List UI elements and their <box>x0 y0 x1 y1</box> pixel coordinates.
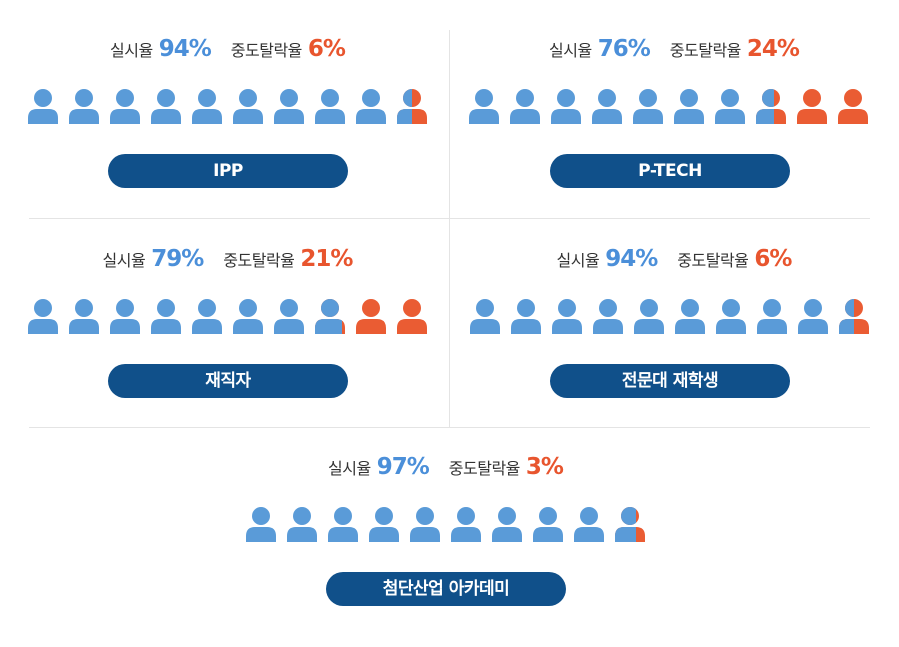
panel-employee: 실시율 79% 중도탈락율 21% 재직자 <box>0 210 455 420</box>
person-icon <box>274 299 304 334</box>
person-icon <box>356 89 386 124</box>
person-icon <box>110 89 140 124</box>
person-icon <box>192 299 222 334</box>
completion-value: 76% <box>597 36 651 62</box>
divider-horizontal-2 <box>29 427 870 428</box>
person-icon <box>797 89 827 124</box>
person-icon <box>634 299 664 334</box>
dropout-value: 24% <box>746 36 800 62</box>
completion-value: 79% <box>151 246 204 272</box>
person-icon <box>397 299 427 334</box>
person-icon <box>592 89 622 124</box>
stats-line: 실시율 94% 중도탈락율 6% <box>449 246 899 272</box>
dropout-value: 3% <box>525 454 564 480</box>
person-icon <box>410 507 440 542</box>
person-icon <box>674 89 704 124</box>
person-icon <box>192 89 222 124</box>
person-icon <box>315 89 345 124</box>
panel-advanced-academy: 실시율 97% 중도탈락율 3% 첨단산업 아카데미 <box>0 418 899 628</box>
completion-label: 실시율 <box>110 41 153 60</box>
panel-ipp: 실시율 94% 중도탈락율 6% IPP <box>0 0 455 210</box>
stats-line: 실시율 79% 중도탈락율 21% <box>0 246 455 272</box>
person-icon <box>233 299 263 334</box>
category-pill: 전문대 재학생 <box>550 364 790 398</box>
category-pill: 재직자 <box>108 364 348 398</box>
person-icon <box>151 299 181 334</box>
person-icon <box>69 89 99 124</box>
person-icon <box>356 299 386 334</box>
completion-value: 94% <box>605 246 658 272</box>
person-icon <box>328 507 358 542</box>
completion-label: 실시율 <box>556 251 600 270</box>
person-icon <box>715 89 745 124</box>
person-icon <box>151 89 181 124</box>
stats-line: 실시율 94% 중도탈락율 6% <box>0 36 455 62</box>
pictogram-row <box>470 299 869 334</box>
person-icon <box>574 507 604 542</box>
person-icon <box>615 507 645 542</box>
dropout-value: 6% <box>307 36 346 62</box>
stats-line: 실시율 76% 중도탈락율 24% <box>449 36 899 62</box>
person-icon <box>839 299 869 334</box>
person-icon <box>675 299 705 334</box>
completion-label: 실시율 <box>328 459 371 478</box>
person-icon <box>28 89 58 124</box>
panel-ptech: 실시율 76% 중도탈락율 24% P-TECH <box>449 0 899 210</box>
person-icon <box>716 299 746 334</box>
completion-label: 실시율 <box>549 41 592 60</box>
person-icon <box>511 299 541 334</box>
person-icon <box>397 89 427 124</box>
dropout-label: 중도탈락율 <box>677 251 749 270</box>
dropout-value: 6% <box>754 246 792 272</box>
person-icon <box>369 507 399 542</box>
dropout-label: 중도탈락율 <box>223 251 295 270</box>
stats-line: 실시율 97% 중도탈락율 3% <box>0 454 891 480</box>
category-pill: 첨단산업 아카데미 <box>326 572 566 606</box>
pictogram-row <box>28 89 427 124</box>
person-icon <box>274 89 304 124</box>
completion-value: 97% <box>376 454 430 480</box>
person-icon <box>451 507 481 542</box>
dropout-label: 중도탈락율 <box>669 41 742 60</box>
person-icon <box>233 89 263 124</box>
person-icon <box>838 89 868 124</box>
person-icon <box>552 299 582 334</box>
pictogram-row <box>28 299 427 334</box>
person-icon <box>551 89 581 124</box>
person-icon <box>28 299 58 334</box>
pictogram-row <box>469 89 868 124</box>
completion-value: 94% <box>158 36 212 62</box>
person-icon <box>287 507 317 542</box>
person-icon <box>533 507 563 542</box>
person-icon <box>798 299 828 334</box>
divider-vertical <box>449 30 450 427</box>
person-icon <box>510 89 540 124</box>
person-icon <box>69 299 99 334</box>
dropout-label: 중도탈락율 <box>448 459 521 478</box>
person-icon <box>593 299 623 334</box>
person-icon <box>469 89 499 124</box>
person-icon <box>633 89 663 124</box>
completion-label: 실시율 <box>102 251 146 270</box>
category-pill: IPP <box>108 154 348 188</box>
person-icon <box>492 507 522 542</box>
pictogram-row <box>246 507 645 542</box>
category-pill: P-TECH <box>550 154 790 188</box>
panel-college-student: 실시율 94% 중도탈락율 6% 전문대 재학생 <box>449 210 899 420</box>
person-icon <box>110 299 140 334</box>
dropout-label: 중도탈락율 <box>230 41 303 60</box>
person-icon <box>756 89 786 124</box>
person-icon <box>315 299 345 334</box>
dropout-value: 21% <box>300 246 353 272</box>
person-icon <box>246 507 276 542</box>
person-icon <box>470 299 500 334</box>
person-icon <box>757 299 787 334</box>
